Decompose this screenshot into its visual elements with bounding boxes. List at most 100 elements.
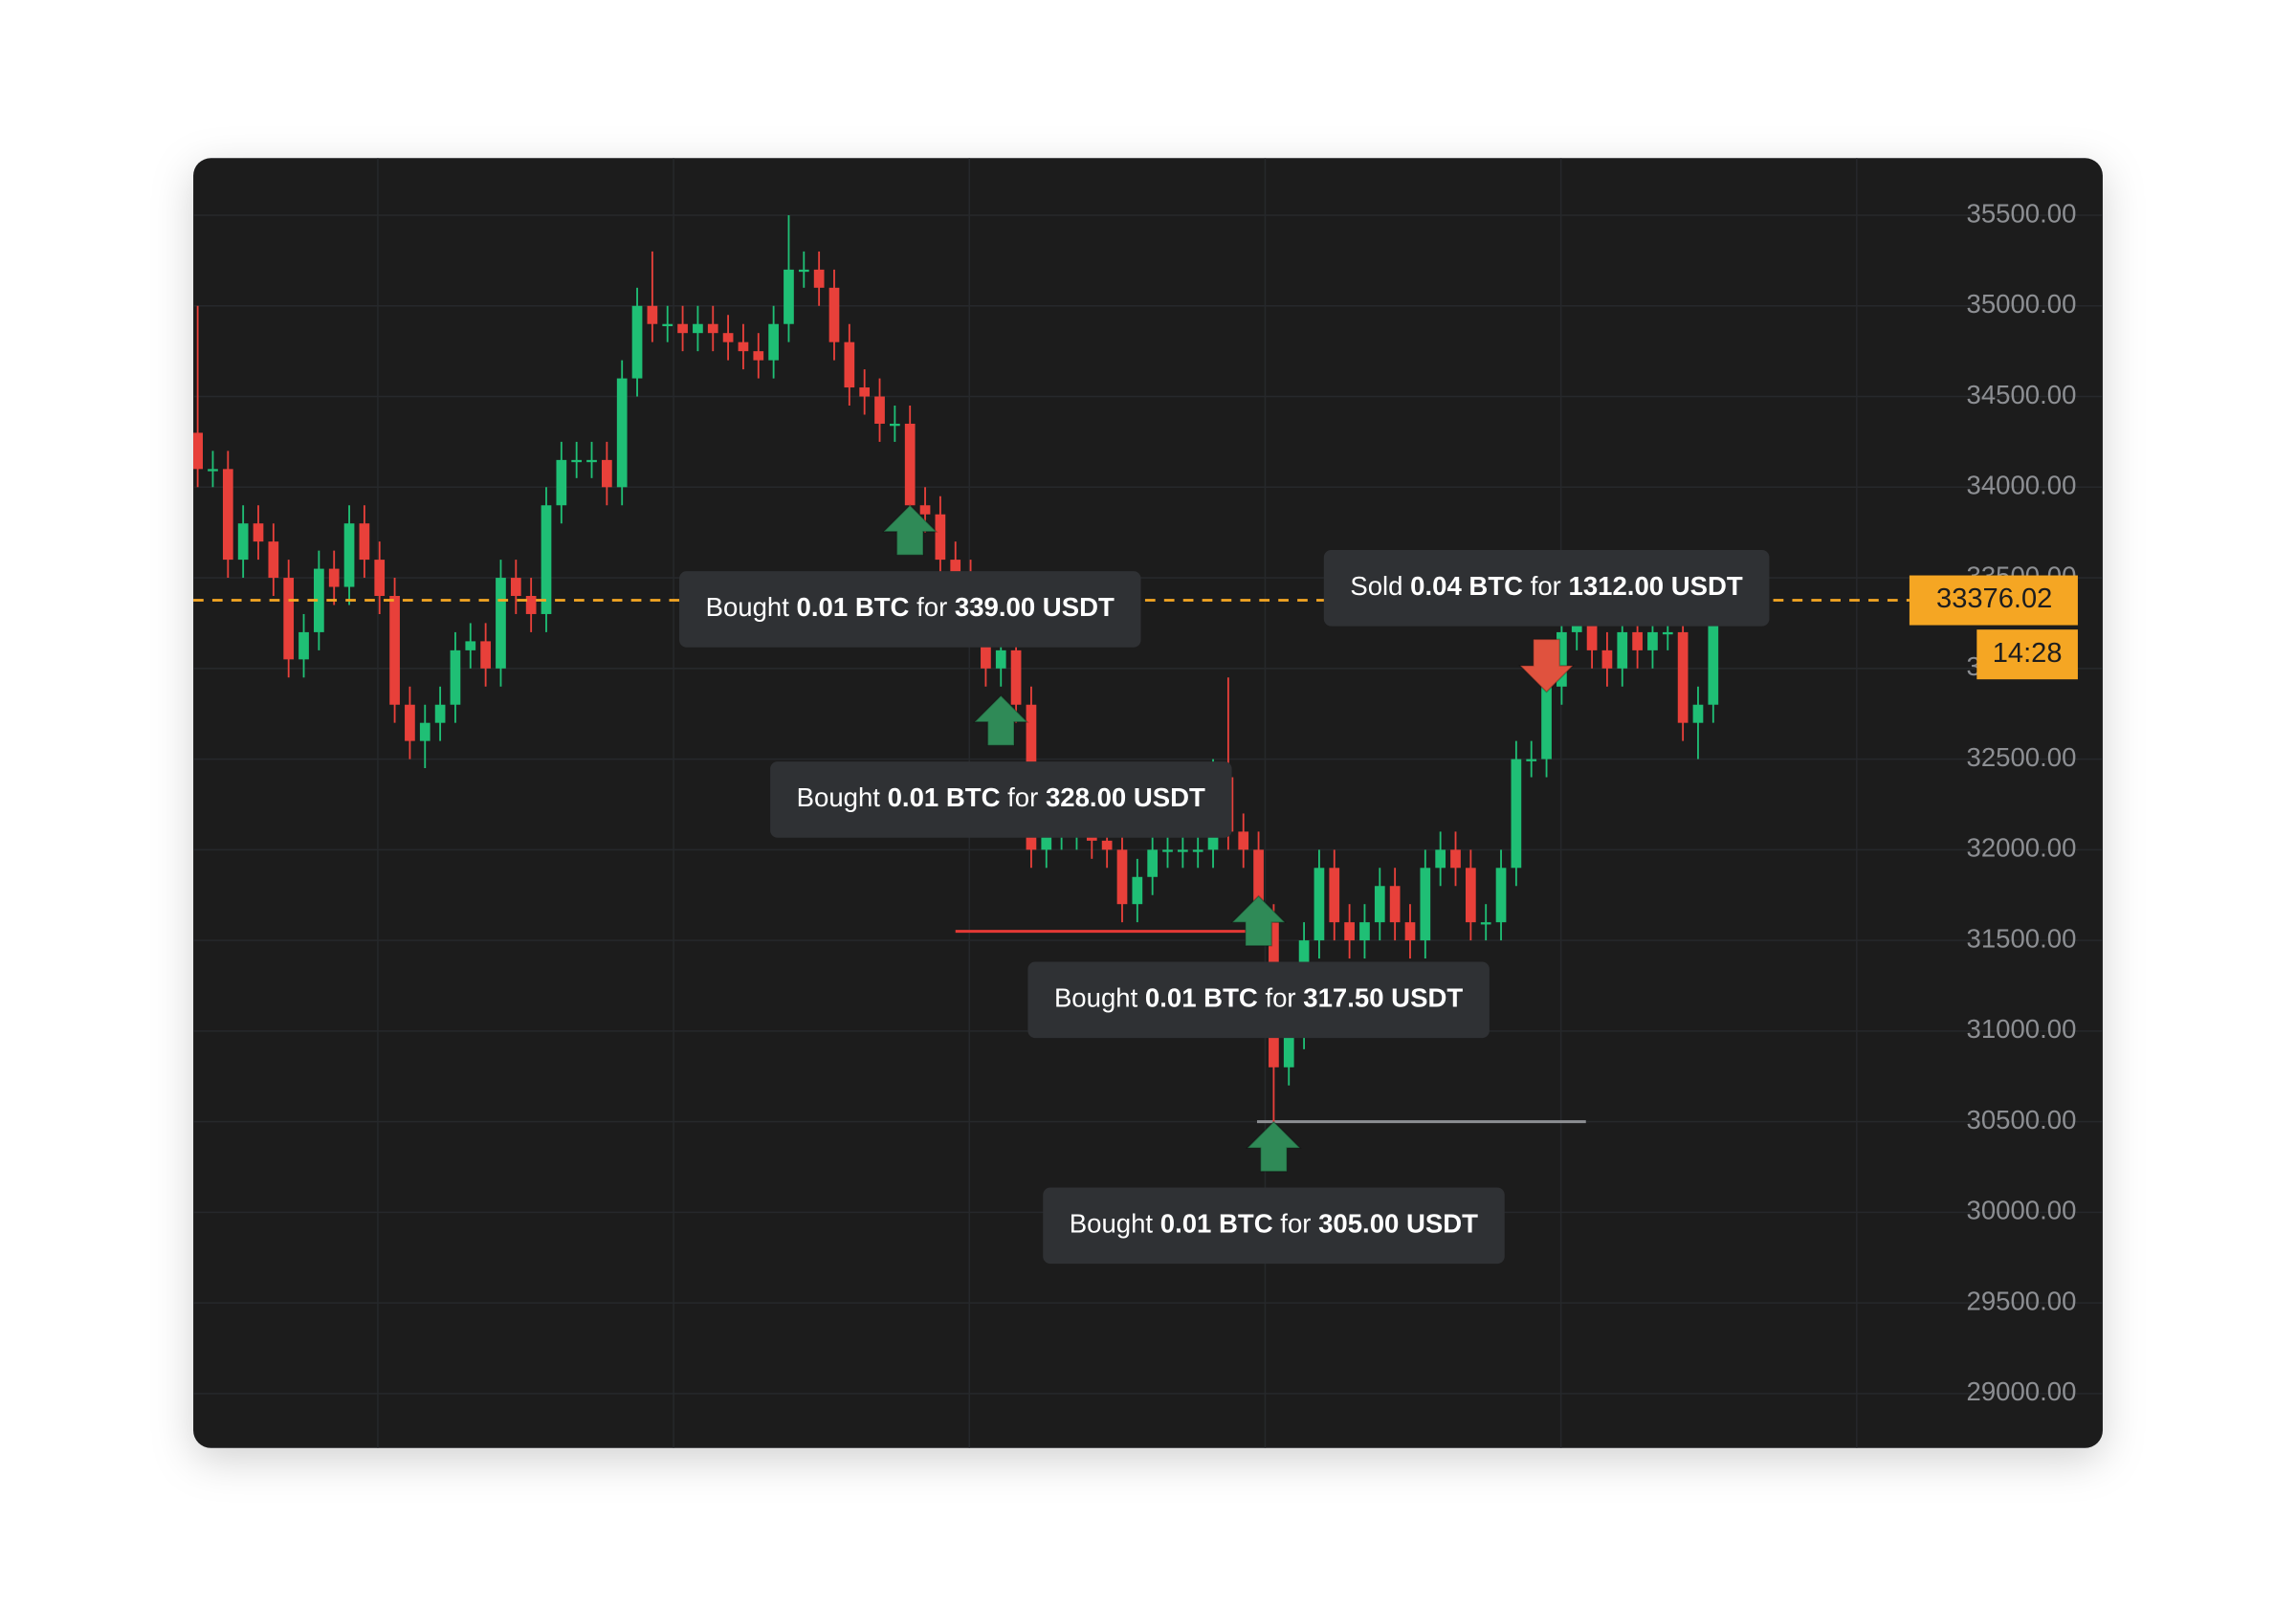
y-tick-label: 32000.00 [1967, 833, 2077, 863]
tooltip-word: for [916, 592, 947, 622]
tooltip-action: Bought [706, 592, 790, 622]
candle-body [1359, 922, 1370, 941]
candle-body [738, 341, 749, 352]
candle-body [480, 641, 491, 669]
trade-tooltip: Sold 0.04 BTC for 1312.00 USDT [1323, 549, 1770, 627]
candle-body [798, 269, 809, 273]
tooltip-box [1323, 549, 1770, 627]
tooltip-action: Bought [1054, 983, 1138, 1013]
candle-body [1147, 849, 1159, 877]
candle-body [1480, 922, 1491, 925]
tooltip-word: for [1265, 983, 1295, 1013]
tooltip-total: 328.00 USDT [1046, 782, 1205, 812]
candle-body [1450, 849, 1461, 869]
candle-body [208, 469, 218, 472]
candle-body [768, 323, 779, 361]
candle-body [1556, 631, 1567, 687]
candle-body [405, 704, 415, 741]
candle-body [753, 351, 764, 361]
candle-body [1404, 922, 1416, 941]
candle-body [647, 305, 658, 324]
candle-body [677, 323, 688, 334]
candle-body [693, 323, 703, 334]
candle-body [1101, 840, 1113, 850]
candle-body [1526, 759, 1537, 761]
candle-body [1041, 831, 1052, 850]
candle-body [1192, 849, 1203, 852]
y-tick-label: 34500.00 [1967, 380, 2077, 409]
candle-body [662, 323, 673, 327]
candle-body [1586, 613, 1598, 650]
candle-body [602, 459, 612, 488]
candle-body [283, 578, 295, 660]
candle-body [874, 396, 885, 424]
price-tag [1909, 575, 2078, 626]
candle-body [631, 305, 643, 379]
candle-body [193, 432, 203, 470]
candle-body [253, 523, 264, 542]
tooltip-text: Bought 0.01 BTC for 305.00 USDT [1070, 1209, 1478, 1239]
y-tick-label: 31000.00 [1967, 1014, 2077, 1044]
candle-body [904, 423, 916, 506]
trade-tooltip: Bought 0.01 BTC for 305.00 USDT [1043, 1187, 1505, 1265]
tooltip-box [770, 761, 1232, 838]
candle-body [222, 469, 233, 561]
candle-body [571, 459, 583, 463]
candle-body [1132, 876, 1143, 905]
candle-body [359, 523, 370, 561]
candle-body [434, 704, 446, 723]
candle-body [844, 341, 855, 388]
candle-body [1465, 868, 1476, 923]
candle-body [586, 459, 597, 463]
candle-body [813, 269, 825, 288]
tooltip-amount: 0.01 BTC [888, 782, 1001, 812]
candle-body [1495, 868, 1507, 923]
candle-body [1162, 849, 1173, 852]
overlay: 35500.0035000.0034500.0034000.0033500.00… [679, 198, 2078, 1406]
buy-marker [972, 694, 1029, 747]
y-tick-label: 30500.00 [1967, 1105, 2077, 1134]
candle-body [298, 631, 309, 660]
candle-body [1329, 868, 1340, 923]
candle-body [1541, 686, 1552, 759]
y-tick-label: 35500.00 [1967, 198, 2077, 228]
tooltip-action: Sold [1350, 571, 1402, 601]
candle-body [1420, 868, 1431, 941]
candle-body [328, 568, 340, 587]
y-tick-label: 35000.00 [1967, 289, 2077, 319]
tooltip-amount: 0.01 BTC [1160, 1209, 1273, 1239]
candle-body [1116, 849, 1128, 905]
candle-body [1601, 649, 1613, 669]
candle-body [1435, 849, 1446, 869]
candle-body [950, 560, 961, 579]
candle-body [919, 505, 931, 515]
candle-body [556, 459, 567, 506]
tooltip-action: Bought [797, 782, 881, 812]
candle-body [995, 649, 1006, 669]
candle-body [1617, 631, 1628, 669]
candle-body [343, 523, 355, 587]
y-tick-label: 32500.00 [1967, 742, 2077, 772]
tooltip-total: 339.00 USDT [955, 592, 1115, 622]
y-tick-label: 34000.00 [1967, 471, 2077, 500]
candle-body [1389, 886, 1401, 923]
tooltip-word: for [1531, 571, 1561, 601]
candle-body [1374, 886, 1385, 923]
trade-tooltip: Bought 0.01 BTC for 339.00 USDT [679, 571, 1141, 648]
tooltip-total: 305.00 USDT [1318, 1209, 1478, 1239]
candle-body [859, 387, 871, 397]
buy-marker [1230, 894, 1287, 947]
candle-body [616, 378, 628, 488]
grid [193, 214, 2103, 1395]
candle-body [1692, 704, 1704, 723]
tooltip-action: Bought [1070, 1209, 1154, 1239]
tooltip-amount: 0.04 BTC [1410, 571, 1523, 601]
y-tick-label: 29500.00 [1967, 1286, 2077, 1315]
tooltip-text: Bought 0.01 BTC for 339.00 USDT [706, 592, 1115, 622]
candle-body [419, 722, 430, 741]
countdown-tag [1976, 629, 2078, 680]
candle-body [510, 578, 521, 597]
candle-body [389, 596, 400, 705]
